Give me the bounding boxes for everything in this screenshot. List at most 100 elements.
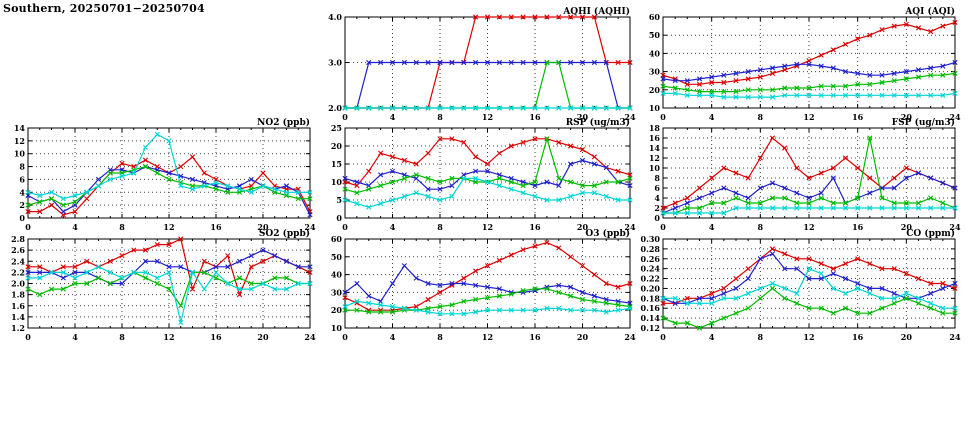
xtick-label: 16 <box>210 222 222 232</box>
xtick-label: 0 <box>660 222 666 232</box>
series-markers-cyan <box>660 90 958 100</box>
xtick-label: 0 <box>25 222 31 232</box>
xtick-label: 8 <box>437 222 443 232</box>
ytick-label: 25 <box>331 123 342 133</box>
xtick-label: 24 <box>624 222 636 232</box>
ytick-label: 20 <box>331 141 343 151</box>
xtick-label: 8 <box>758 222 764 232</box>
xtick-label: 16 <box>852 332 864 342</box>
ytick-label: 16 <box>649 133 661 143</box>
ytick-label: 2.0 <box>328 103 342 113</box>
chart-canvas-so2: 1.21.41.61.82.0 2.22.42.62.8 0 4 8 12 16 20 24 SO… <box>11 228 316 342</box>
ytick-label: 2 <box>654 203 660 213</box>
xtick-label: 20 <box>901 332 913 342</box>
series-markers-cyan <box>660 205 958 216</box>
chart-canvas-aqi: 10 20 30 40 50 60 0 4 8 12 16 20 24 AQI (AQI) <box>649 6 961 122</box>
chart-canvas-o3: 10 20 30 40 50 60 0 4 8 12 16 20 24 O3 (ppb) <box>331 228 636 342</box>
ytick-label: 1.4 <box>11 312 25 322</box>
ytick-label: 2.6 <box>11 245 25 255</box>
ytick-label: 6 <box>654 183 660 193</box>
xtick-label: 20 <box>901 222 913 232</box>
ytick-label: 60 <box>649 12 661 22</box>
xtick-label: 0 <box>25 332 31 342</box>
ytick-label: 0.14 <box>641 313 661 323</box>
ytick-label: 10 <box>14 149 26 159</box>
xtick-label: 8 <box>437 112 443 122</box>
series-markers-red <box>660 19 958 87</box>
xtick-label: 16 <box>852 222 864 232</box>
xtick-label: 0 <box>660 332 666 342</box>
plot-border <box>344 127 631 219</box>
xtick-label: 16 <box>529 222 541 232</box>
ytick-label: 0.20 <box>641 283 661 293</box>
series-markers-blue <box>660 59 958 84</box>
ytick-label: 20 <box>649 85 661 95</box>
chart-title-co: CO (ppm) <box>906 228 955 239</box>
xtick-label: 4 <box>390 112 396 122</box>
ytick-label: 0.18 <box>641 293 661 303</box>
ytick-label: 0 <box>19 213 25 223</box>
plot-border <box>27 127 311 219</box>
ytick-label: 6 <box>19 174 25 184</box>
series-markers-green <box>660 285 958 331</box>
ytick-label: 0.12 <box>641 323 660 333</box>
ytick-label: 0.24 <box>641 264 661 274</box>
ytick-label: 4.0 <box>328 12 342 22</box>
ytick-label: 12 <box>14 136 25 146</box>
chart-title-rsp: RSP (ug/m3) <box>566 117 630 128</box>
chart-title-o3: O3 (ppb) <box>585 228 630 239</box>
ytick-label: 0 <box>654 213 660 223</box>
series-markers-cyan <box>342 175 633 210</box>
xtick-label: 24 <box>949 222 961 232</box>
plot-border <box>662 127 956 219</box>
series-markers-blue <box>342 263 633 306</box>
xtick-label: 24 <box>624 112 636 122</box>
xtick-label: 8 <box>758 332 764 342</box>
ytick-label: 4 <box>654 193 660 203</box>
xtick-label: 4 <box>709 222 715 232</box>
ytick-label: 20 <box>331 305 343 315</box>
chart-co: 0.12 0.14 0.16 0.18 0.20 0.22 0.24 0.26 0.28 0.30… <box>635 227 965 348</box>
series-markers-cyan <box>342 298 633 317</box>
series-line-red <box>28 156 311 216</box>
ytick-label: 50 <box>649 30 661 40</box>
xtick-label: 16 <box>529 332 541 342</box>
series-markers-cyan <box>342 105 633 111</box>
xtick-label: 24 <box>304 332 316 342</box>
xtick-label: 24 <box>949 112 961 122</box>
ytick-label: 1.8 <box>11 290 25 300</box>
ytick-label: 15 <box>331 159 342 169</box>
ytick-label: 0 <box>336 213 342 223</box>
xtick-label: 12 <box>803 222 814 232</box>
xtick-label: 0 <box>660 112 666 122</box>
ytick-label: 1.2 <box>11 323 25 333</box>
series-line-green <box>345 288 631 313</box>
series-line-green <box>662 72 956 93</box>
xtick-label: 4 <box>709 112 715 122</box>
ytick-label: 30 <box>331 287 343 297</box>
xtick-label: 24 <box>949 332 961 342</box>
xtick-label: 4 <box>390 332 396 342</box>
ytick-label: 0.26 <box>641 254 661 264</box>
xtick-label: 12 <box>803 332 814 342</box>
xtick-label: 20 <box>257 332 269 342</box>
chart-o3: 10 20 30 40 50 60 0 4 8 12 16 20 24 O3 (ppb) <box>317 227 640 348</box>
xtick-label: 16 <box>210 332 222 342</box>
chart-so2: 1.2 1.4 1.6 1.8 2.0 2.2 2.4 2.6 2.8 0 4 8 12 16 20 24 SO… <box>0 227 320 348</box>
chart-canvas-rsp: 0 5 10 15 20 25 0 4 8 12 16 20 24 RSP (ug/m3) <box>331 117 636 232</box>
ytick-label: 14 <box>649 143 661 153</box>
ytick-label: 0.30 <box>641 234 661 244</box>
xtick-label: 0 <box>342 112 348 122</box>
xtick-label: 8 <box>437 332 443 342</box>
xtick-label: 4 <box>72 332 78 342</box>
chart-aqi: 10 20 30 40 50 60 0 4 8 12 16 20 24 AQI (AQI) <box>635 5 965 128</box>
xtick-label: 4 <box>709 332 715 342</box>
chart-title-aqi: AQI (AQI) <box>904 6 955 17</box>
chart-canvas-co: 0.120.140.160.180.200.220.240.260.280.30… <box>641 228 961 342</box>
ytick-label: 8 <box>19 162 25 172</box>
ytick-label: 2 <box>19 200 25 210</box>
ytick-label: 50 <box>331 252 343 262</box>
chart-title-so2: SO2 (ppb) <box>259 228 310 239</box>
